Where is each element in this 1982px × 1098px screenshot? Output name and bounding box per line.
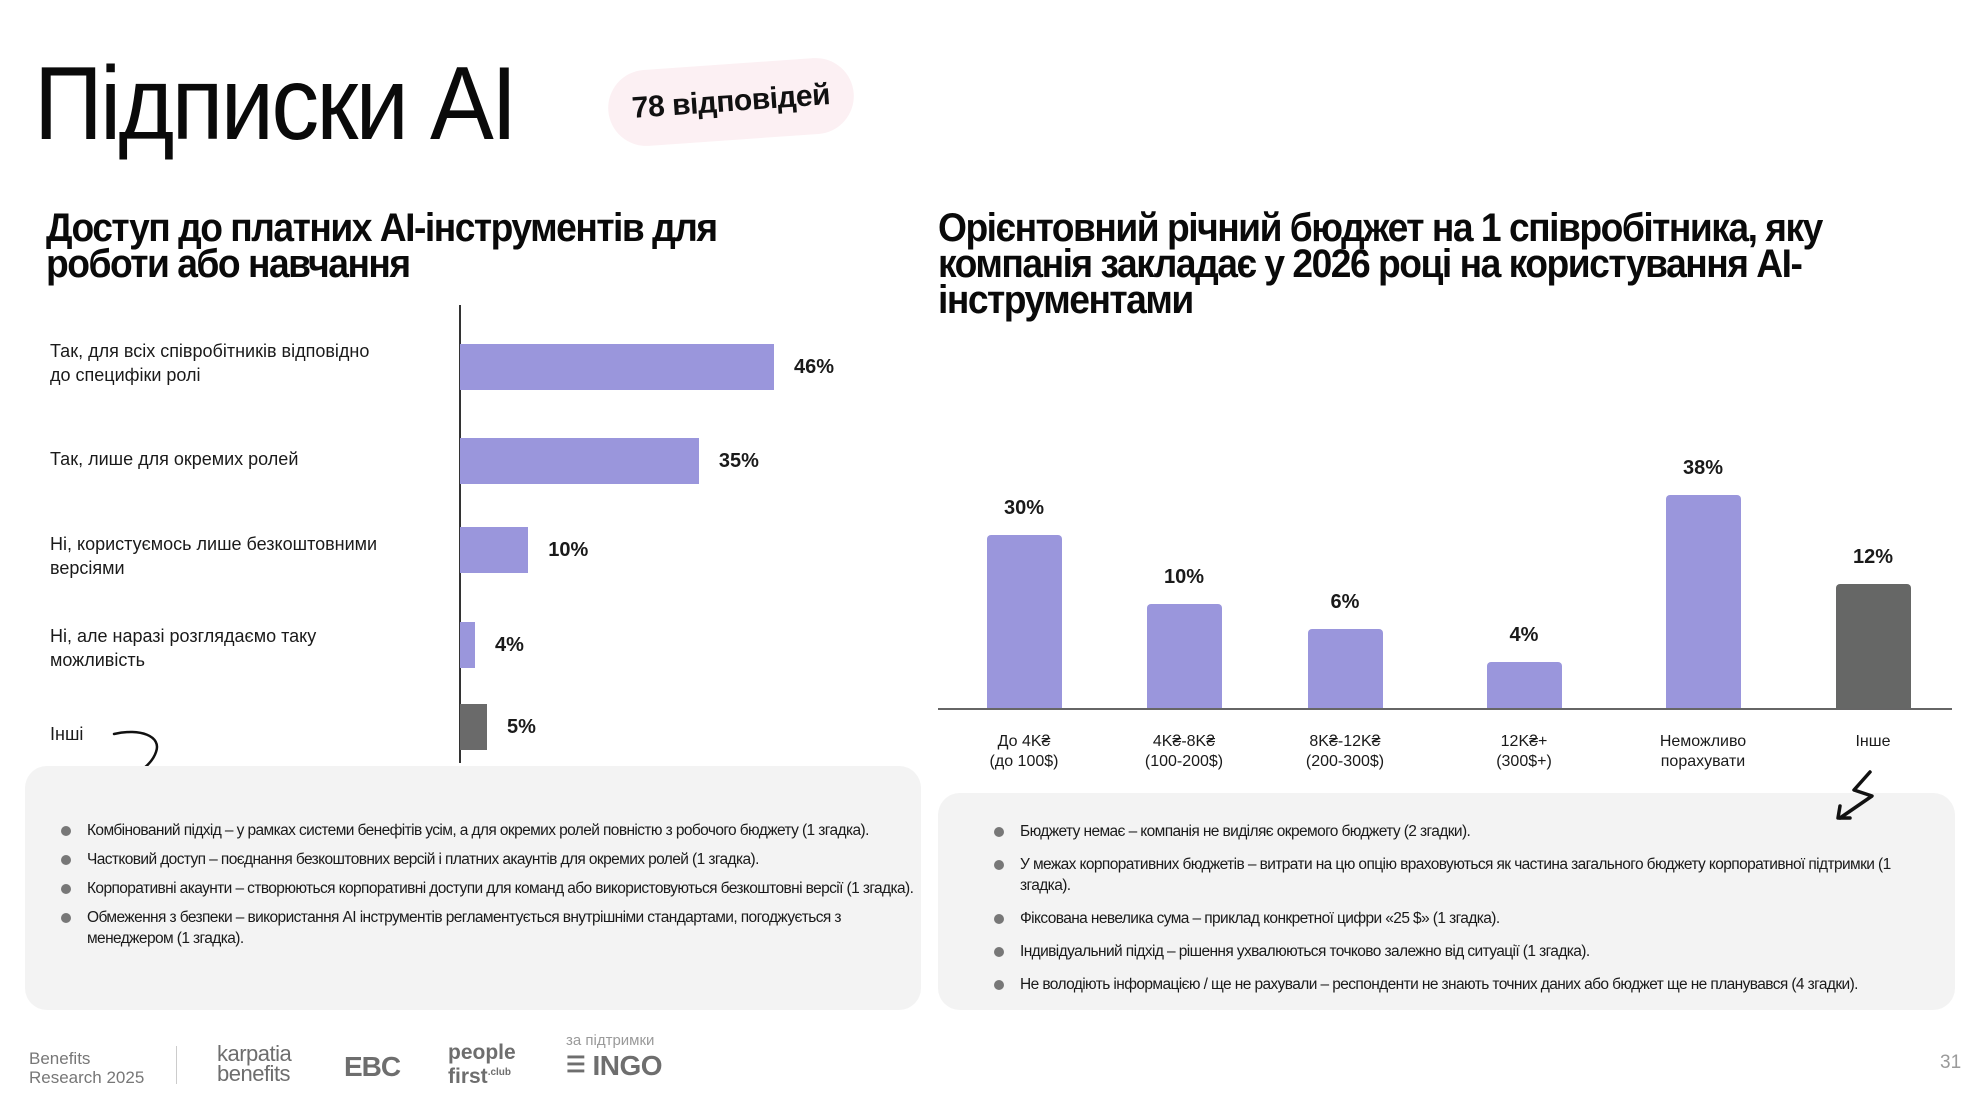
category-line: До 4K₴ bbox=[997, 733, 1051, 750]
bar-4 bbox=[1487, 662, 1562, 708]
ebc-logo: EBC bbox=[344, 1051, 401, 1082]
category-line: 12K₴+ bbox=[1500, 733, 1548, 750]
category-line: (до 100$) bbox=[989, 753, 1059, 770]
note-text: Частковий доступ – поєднання безкоштовни… bbox=[87, 851, 759, 868]
note-text: Обмеження з безпеки – використання AI ін… bbox=[87, 909, 842, 947]
bar-other bbox=[1836, 584, 1911, 708]
category-line: Неможливо bbox=[1659, 733, 1747, 750]
logo-text: karpatia bbox=[217, 1041, 292, 1066]
left-notes-box: Комбінований підхід – у рамках системи б… bbox=[25, 766, 921, 1010]
logo-text: .club bbox=[487, 1067, 512, 1078]
category-label: Неможливо порахувати bbox=[1618, 732, 1788, 772]
bar-6 bbox=[1308, 629, 1383, 708]
value-label: 10% bbox=[1163, 566, 1205, 588]
category-label: Так, лише для окремих ролей bbox=[50, 449, 299, 469]
bar-other bbox=[460, 704, 487, 750]
note-item: Комбінований підхід – у рамках системи б… bbox=[61, 820, 921, 841]
left-chart-title: Доступ до платних AI-інструментів для ро… bbox=[46, 206, 718, 286]
people-first-logo: people first.club bbox=[448, 1041, 516, 1088]
category-line: (300$+) bbox=[1496, 753, 1552, 770]
karpatia-benefits-logo: karpatia benefits bbox=[217, 1041, 292, 1086]
footer-divider bbox=[176, 1046, 177, 1084]
right-chart-title: Орієнтовний річний бюджет на 1 співробіт… bbox=[938, 206, 1823, 322]
bar-35 bbox=[460, 438, 699, 484]
bullet-icon bbox=[994, 827, 1004, 837]
note-text: Бюджету немає – компанія не виділяє окре… bbox=[1020, 823, 1471, 840]
bullet-icon bbox=[994, 947, 1004, 957]
page-title: Підписки AI bbox=[34, 46, 518, 162]
bullet-icon bbox=[994, 860, 1004, 870]
bullet-icon bbox=[61, 913, 71, 923]
note-item: Індивідуальний підхід – рішення ухвалюют… bbox=[994, 941, 1934, 962]
right-notes-list: Бюджету немає – компанія не виділяє окре… bbox=[994, 821, 1934, 1007]
category-line: (100-200$) bbox=[1144, 753, 1224, 770]
left-notes-list: Комбінований підхід – у рамках системи б… bbox=[61, 820, 921, 957]
category-label: Так, для всіх співробітників відповідно … bbox=[50, 341, 370, 385]
value-label: 4% bbox=[1509, 624, 1539, 646]
bullet-icon bbox=[61, 826, 71, 836]
category-line: 8K₴-12K₴ bbox=[1309, 733, 1381, 750]
category-line: порахувати bbox=[1660, 753, 1746, 770]
right-chart-baseline bbox=[938, 708, 1952, 710]
bullet-icon bbox=[61, 884, 71, 894]
logo-text: benefits bbox=[217, 1061, 291, 1086]
value-label: 4% bbox=[495, 634, 524, 656]
category-label: До 4K₴ (до 100$) bbox=[939, 732, 1109, 772]
footer-brand-line: Research 2025 bbox=[29, 1068, 145, 1087]
note-item: Обмеження з безпеки – використання AI ін… bbox=[61, 907, 921, 949]
value-label: 5% bbox=[507, 716, 536, 738]
ingo-stripes-icon: ☰ bbox=[566, 1052, 586, 1077]
category-label: Інше bbox=[1788, 732, 1958, 752]
bullet-icon bbox=[994, 914, 1004, 924]
note-item: Частковий доступ – поєднання безкоштовни… bbox=[61, 849, 921, 870]
value-label: 38% bbox=[1682, 457, 1724, 479]
note-item: Фіксована невелика сума – приклад конкре… bbox=[994, 908, 1934, 929]
value-label: 12% bbox=[1852, 546, 1894, 568]
value-label: 30% bbox=[1003, 497, 1045, 519]
page-number: 31 bbox=[1940, 1052, 1962, 1073]
logo-text: people bbox=[448, 1041, 516, 1064]
logo-text: INGO bbox=[592, 1050, 663, 1081]
note-item: Корпоративні акаунти – створюються корпо… bbox=[61, 878, 921, 899]
category-label: Інші bbox=[50, 724, 84, 744]
bar-30 bbox=[987, 535, 1062, 708]
bar-46 bbox=[460, 344, 774, 390]
note-text: Індивідуальний підхід – рішення ухвалюют… bbox=[1020, 943, 1590, 960]
category-line: Інше bbox=[1855, 733, 1891, 750]
bullet-icon bbox=[994, 980, 1004, 990]
note-item: Не володіють інформацією / ще не рахувал… bbox=[994, 974, 1934, 995]
note-text: Фіксована невелика сума – приклад конкре… bbox=[1020, 910, 1500, 927]
note-text: Корпоративні акаунти – створюються корпо… bbox=[87, 880, 914, 897]
note-text: Не володіють інформацією / ще не рахувал… bbox=[1020, 976, 1858, 993]
bar-10 bbox=[1147, 604, 1222, 708]
value-label: 46% bbox=[794, 356, 835, 378]
note-item: У межах корпоративних бюджетів – витрати… bbox=[994, 854, 1934, 896]
category-line: 4K₴-8K₴ bbox=[1152, 733, 1216, 750]
category-label: Ні, користуємось лише безкоштовними верс… bbox=[50, 534, 378, 578]
right-notes-box: Бюджету немає – компанія не виділяє окре… bbox=[938, 793, 1955, 1010]
bar-38 bbox=[1666, 495, 1741, 708]
category-line: (200-300$) bbox=[1305, 753, 1385, 770]
logo-text: first bbox=[448, 1065, 488, 1088]
support-label: за підтримки bbox=[566, 1032, 655, 1049]
bar-10 bbox=[460, 527, 529, 573]
category-label: 4K₴-8K₴ (100-200$) bbox=[1099, 732, 1269, 772]
value-label: 35% bbox=[718, 450, 759, 472]
responses-badge: 78 відповідей bbox=[605, 55, 857, 149]
ingo-logo: ☰ INGO bbox=[566, 1050, 663, 1082]
footer-brand-line: Benefits bbox=[29, 1049, 91, 1068]
category-label: 8K₴-12K₴ (200-300$) bbox=[1260, 732, 1430, 772]
zigzag-arrow-icon bbox=[1836, 770, 1874, 820]
category-label: 12K₴+ (300$+) bbox=[1439, 732, 1609, 772]
note-text: У межах корпоративних бюджетів – витрати… bbox=[1020, 856, 1891, 894]
bullet-icon bbox=[61, 855, 71, 865]
value-label: 10% bbox=[548, 539, 589, 561]
bar-4 bbox=[460, 622, 475, 668]
category-label: Ні, але наразі розглядаємо таку можливіс… bbox=[50, 626, 317, 670]
note-item: Бюджету немає – компанія не виділяє окре… bbox=[994, 821, 1934, 842]
value-label: 6% bbox=[1330, 591, 1360, 613]
note-text: Комбінований підхід – у рамках системи б… bbox=[87, 822, 869, 839]
footer-brand: Benefits Research 2025 bbox=[29, 1049, 144, 1087]
